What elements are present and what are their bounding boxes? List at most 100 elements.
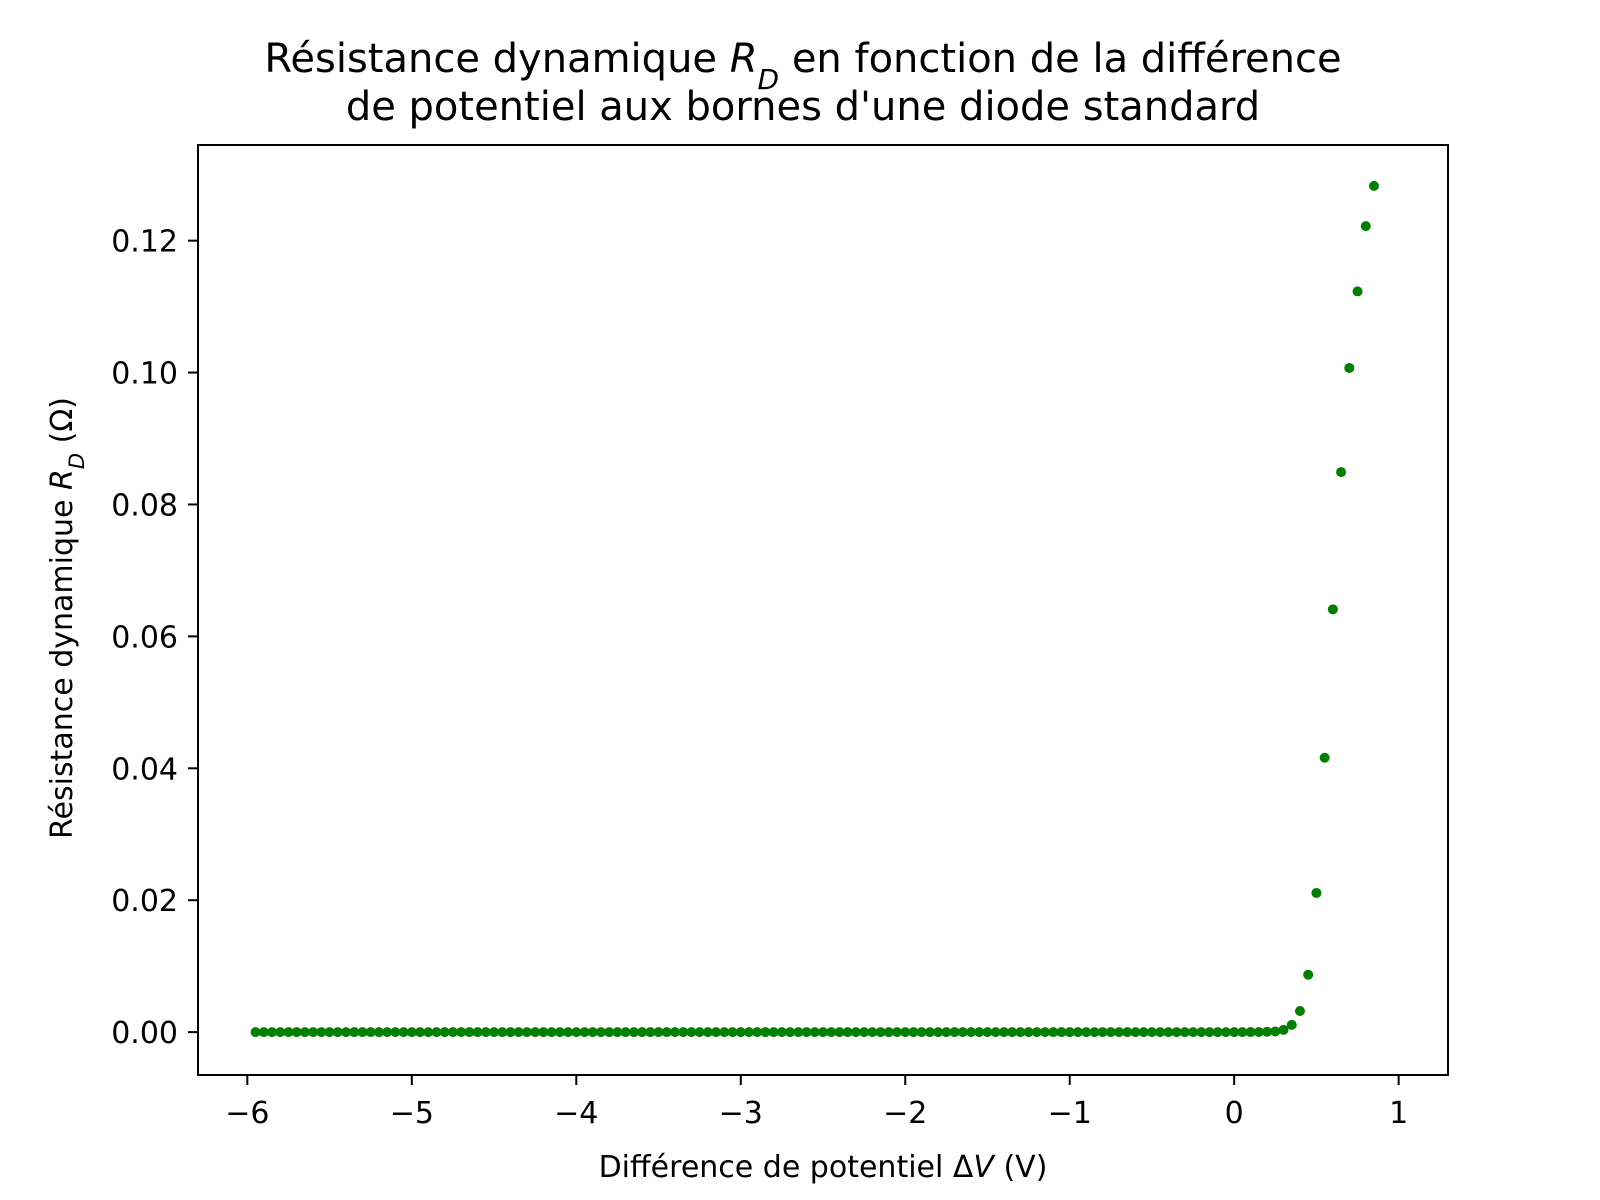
data-point xyxy=(431,1027,442,1038)
data-point xyxy=(1220,1027,1231,1038)
data-point xyxy=(834,1027,845,1038)
data-point xyxy=(267,1027,278,1038)
data-point xyxy=(719,1027,730,1038)
data-point xyxy=(373,1027,384,1038)
data-point xyxy=(250,1027,261,1038)
data-point xyxy=(883,1027,894,1038)
data-point xyxy=(299,1027,310,1038)
data-point xyxy=(818,1027,828,1038)
data-point xyxy=(1344,362,1355,373)
data-point xyxy=(1097,1027,1108,1038)
data-point xyxy=(1286,1019,1297,1030)
data-point xyxy=(694,1027,705,1038)
data-point xyxy=(415,1027,426,1038)
plot-area-frame xyxy=(197,144,1449,1076)
data-point xyxy=(1072,1027,1083,1038)
y-tick-label: 0.12 xyxy=(111,225,178,260)
data-point xyxy=(316,1027,327,1038)
chart-title: Résistance dynamique RD en fonction de l… xyxy=(264,36,1341,130)
data-point xyxy=(859,1027,870,1038)
data-point xyxy=(612,1027,623,1038)
data-point xyxy=(924,1027,935,1038)
data-point xyxy=(982,1027,993,1038)
data-point xyxy=(563,1027,574,1038)
data-point xyxy=(645,1027,656,1038)
data-point xyxy=(678,1027,689,1038)
data-point xyxy=(365,1027,376,1038)
data-point xyxy=(1138,1027,1149,1038)
data-point xyxy=(1040,1027,1051,1038)
y-tick-label: 0.04 xyxy=(111,752,178,787)
data-point xyxy=(1122,1027,1133,1038)
x-tick-label: −4 xyxy=(554,1096,598,1131)
data-point xyxy=(341,1027,352,1038)
y-tick-label: 0.10 xyxy=(111,357,178,392)
data-point xyxy=(941,1027,952,1038)
data-point xyxy=(653,1027,664,1038)
data-point xyxy=(1204,1027,1215,1038)
data-point xyxy=(480,1027,491,1038)
data-point xyxy=(1319,752,1330,763)
data-point xyxy=(1031,1027,1042,1038)
data-point xyxy=(439,1027,450,1038)
data-point xyxy=(1278,1024,1289,1035)
data-point xyxy=(850,1027,861,1038)
data-point xyxy=(530,1027,541,1038)
x-tick-label: 0 xyxy=(1225,1096,1244,1131)
data-point xyxy=(324,1027,335,1038)
data-point xyxy=(308,1027,319,1038)
data-point xyxy=(587,1027,598,1038)
data-point xyxy=(998,1027,1009,1038)
data-point xyxy=(1270,1026,1281,1037)
data-point xyxy=(637,1027,648,1038)
data-point xyxy=(571,1027,582,1038)
data-point xyxy=(604,1027,615,1038)
data-point xyxy=(1229,1027,1240,1038)
y-axis-label: Résistance dynamique RD (Ω) xyxy=(45,397,89,839)
data-point xyxy=(1171,1027,1182,1038)
data-point xyxy=(579,1027,590,1038)
data-point xyxy=(1237,1027,1248,1038)
data-point xyxy=(349,1027,360,1038)
data-point xyxy=(554,1027,565,1038)
data-point xyxy=(793,1027,804,1038)
data-point xyxy=(711,1027,722,1038)
data-point xyxy=(489,1027,500,1038)
data-point xyxy=(1155,1027,1166,1038)
data-point xyxy=(768,1027,779,1038)
data-point xyxy=(1023,1027,1034,1038)
data-point xyxy=(497,1027,508,1038)
data-point xyxy=(735,1027,746,1038)
data-point xyxy=(776,1027,787,1038)
data-point xyxy=(505,1027,516,1038)
data-point xyxy=(406,1027,417,1038)
data-point xyxy=(900,1027,911,1038)
data-point xyxy=(1015,1027,1026,1038)
data-points xyxy=(250,180,1379,1038)
data-point xyxy=(1368,180,1379,191)
data-point xyxy=(513,1027,524,1038)
data-point xyxy=(760,1027,771,1038)
data-point xyxy=(1064,1027,1075,1038)
data-point xyxy=(826,1027,837,1038)
data-point xyxy=(1253,1027,1264,1037)
data-point xyxy=(258,1027,269,1038)
data-point xyxy=(390,1027,401,1038)
data-point xyxy=(1105,1027,1116,1038)
data-point xyxy=(686,1027,697,1038)
data-point xyxy=(752,1027,763,1038)
x-axis: −6 −5 −4 −3 −2 −1 0 1 xyxy=(225,1075,1408,1131)
data-point xyxy=(949,1027,960,1038)
data-point xyxy=(1360,221,1371,232)
data-point xyxy=(357,1027,368,1038)
x-tick-label: −2 xyxy=(883,1096,927,1131)
data-point xyxy=(1212,1027,1223,1038)
data-point xyxy=(1188,1027,1199,1038)
data-point xyxy=(382,1027,393,1038)
data-point xyxy=(1146,1027,1157,1038)
data-point xyxy=(727,1027,738,1038)
data-point xyxy=(1262,1026,1273,1037)
data-point xyxy=(916,1027,927,1038)
data-point xyxy=(1303,969,1314,980)
data-point xyxy=(743,1027,754,1038)
